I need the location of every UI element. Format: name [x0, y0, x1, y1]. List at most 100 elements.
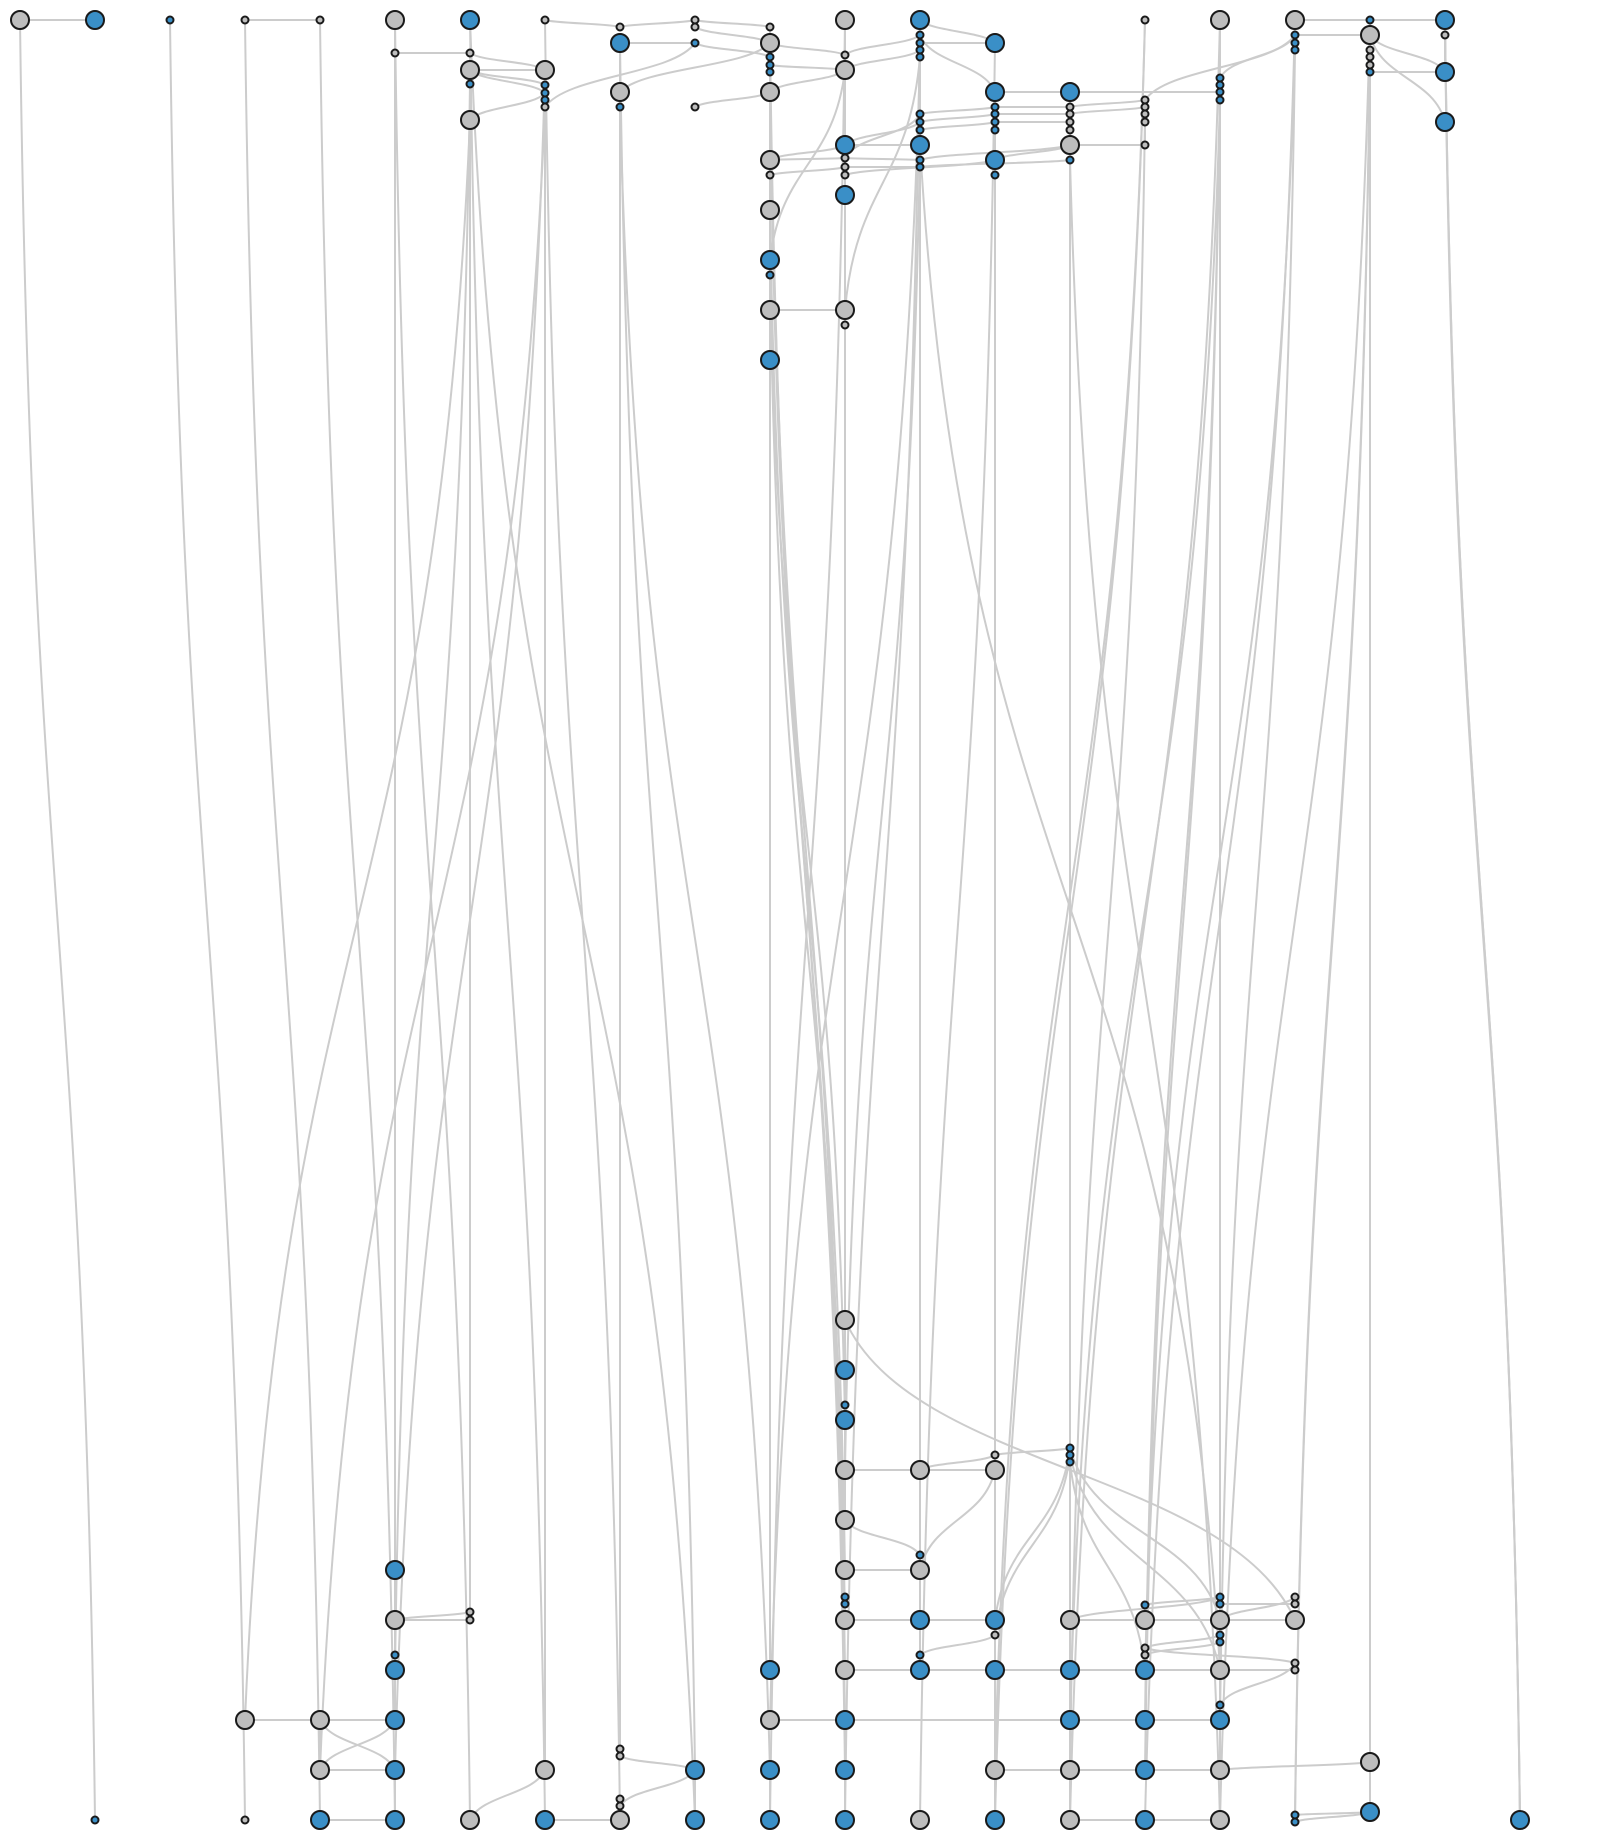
small-connector-node: [390, 1650, 400, 1660]
small-connector-node: [765, 270, 775, 280]
edge: [769, 69, 846, 93]
small-connector-node: [765, 22, 775, 32]
edge: [1144, 1647, 1296, 1664]
blue-node: [385, 1810, 405, 1830]
edge: [469, 52, 546, 71]
blue-node: [385, 1560, 405, 1580]
edge: [1069, 99, 1221, 1721]
edge: [1294, 56, 1371, 1823]
gray-node: [1285, 10, 1305, 30]
small-connector-node: [1290, 1658, 1300, 1668]
small-connector-node: [240, 15, 250, 25]
edge: [1069, 19, 1221, 1821]
gray-node: [535, 60, 555, 80]
small-connector-node: [90, 1815, 100, 1825]
gray-node: [1285, 1610, 1305, 1630]
small-connector-node: [990, 1450, 1000, 1460]
edge: [619, 42, 771, 93]
small-connector-node: [1065, 1443, 1075, 1453]
edge: [619, 1755, 696, 1771]
blue-node: [1210, 1710, 1230, 1730]
edge: [769, 69, 846, 261]
edge: [769, 91, 846, 1721]
edge: [694, 42, 771, 58]
small-connector-node: [315, 15, 325, 25]
edge: [844, 34, 921, 56]
blue-node: [760, 1760, 780, 1780]
small-connector-node: [1215, 87, 1225, 97]
edge: [919, 113, 996, 123]
blue-node: [760, 350, 780, 370]
gray-node: [1210, 1810, 1230, 1830]
gray-node: [610, 82, 630, 102]
small-connector-node: [915, 45, 925, 55]
blue-node: [460, 10, 480, 30]
small-connector-node: [465, 1607, 475, 1617]
small-connector-node: [1065, 1457, 1075, 1467]
small-connector-node: [540, 88, 550, 98]
gray-node: [610, 1810, 630, 1830]
small-connector-node: [915, 52, 925, 62]
gray-node: [1210, 1610, 1230, 1630]
edge: [994, 1454, 1071, 1636]
small-connector-node: [990, 109, 1000, 119]
blue-node: [985, 82, 1005, 102]
edge: [1144, 1634, 1221, 1649]
edge: [1069, 1447, 1221, 1621]
small-connector-node: [840, 153, 850, 163]
small-connector-node: [1065, 102, 1075, 112]
small-connector-node: [540, 15, 550, 25]
small-connector-node: [390, 48, 400, 58]
small-connector-node: [840, 1592, 850, 1602]
edge: [1069, 99, 1146, 108]
edge: [1219, 1761, 1371, 1771]
edge: [1219, 1662, 1296, 1706]
gray-node: [535, 1760, 555, 1780]
small-connector-node: [1290, 45, 1300, 55]
small-connector-node: [915, 125, 925, 135]
edge: [769, 157, 846, 161]
blue-node: [985, 33, 1005, 53]
edge: [694, 19, 771, 28]
blue-node: [85, 10, 105, 30]
edge-layer: [19, 19, 1521, 1823]
edge: [619, 42, 696, 1771]
edge: [844, 1519, 921, 1556]
gray-node: [760, 33, 780, 53]
small-connector-node: [540, 95, 550, 105]
node-layer: [10, 10, 1530, 1830]
small-connector-node: [615, 1801, 625, 1811]
edge: [694, 26, 771, 44]
edge: [544, 19, 621, 28]
small-connector-node: [765, 60, 775, 70]
blue-node: [835, 1760, 855, 1780]
edge: [1069, 1461, 1146, 1671]
gray-node: [985, 1460, 1005, 1480]
gray-node: [385, 1610, 405, 1630]
small-connector-node: [1215, 80, 1225, 90]
edge: [619, 1769, 696, 1807]
edge: [994, 1447, 1071, 1456]
edge: [769, 42, 846, 56]
small-connector-node: [1440, 30, 1450, 40]
small-connector-node: [240, 1815, 250, 1825]
small-connector-node: [1140, 1650, 1150, 1660]
edge: [769, 166, 846, 176]
small-connector-node: [840, 162, 850, 172]
gray-node: [835, 1310, 855, 1330]
small-connector-node: [615, 1751, 625, 1761]
small-connector-node: [1365, 60, 1375, 70]
small-connector-node: [690, 38, 700, 48]
gray-node: [1060, 1760, 1080, 1780]
small-connector-node: [1065, 117, 1075, 127]
small-connector-node: [840, 50, 850, 60]
small-connector-node: [1065, 125, 1075, 135]
small-connector-node: [465, 1615, 475, 1625]
small-connector-node: [990, 170, 1000, 180]
edge: [19, 19, 96, 1821]
small-connector-node: [840, 1400, 850, 1410]
edge: [1219, 19, 1371, 1821]
gray-node: [760, 82, 780, 102]
blue-node: [985, 1610, 1005, 1630]
blue-node: [1510, 1810, 1530, 1830]
